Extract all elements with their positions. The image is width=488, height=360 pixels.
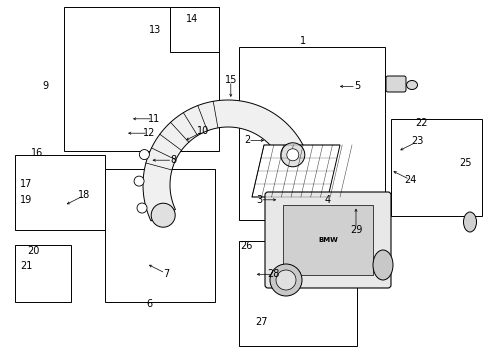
Bar — [15, 155, 105, 230]
Text: 12: 12 — [142, 128, 155, 138]
Text: 19: 19 — [20, 195, 32, 205]
Text: 16: 16 — [31, 148, 43, 158]
Text: 20: 20 — [27, 246, 40, 256]
Text: 9: 9 — [42, 81, 48, 91]
Text: 11: 11 — [147, 114, 160, 124]
Circle shape — [280, 143, 304, 167]
Circle shape — [134, 176, 144, 186]
Text: 3: 3 — [256, 195, 262, 205]
Text: 6: 6 — [146, 299, 152, 309]
Text: 29: 29 — [349, 225, 362, 235]
Bar — [105, 169, 215, 302]
FancyBboxPatch shape — [385, 76, 405, 92]
Bar — [170, 7, 219, 52]
Text: 10: 10 — [197, 126, 209, 136]
Text: 25: 25 — [458, 158, 471, 168]
Bar — [15, 245, 71, 302]
Bar — [63, 7, 219, 151]
Text: 8: 8 — [170, 155, 176, 165]
Text: 18: 18 — [78, 190, 90, 201]
Bar — [238, 241, 356, 346]
Bar — [390, 119, 481, 216]
Text: 21: 21 — [20, 261, 33, 271]
Text: 26: 26 — [239, 240, 252, 251]
Text: 27: 27 — [255, 317, 267, 327]
Text: 13: 13 — [149, 25, 162, 35]
Circle shape — [269, 264, 302, 296]
Ellipse shape — [372, 250, 392, 280]
Text: 17: 17 — [20, 179, 32, 189]
Text: 7: 7 — [163, 269, 169, 279]
Bar — [283, 205, 372, 275]
Ellipse shape — [406, 81, 417, 90]
Text: BMW: BMW — [317, 237, 337, 243]
Circle shape — [275, 270, 295, 290]
Text: 28: 28 — [267, 269, 280, 279]
Text: 5: 5 — [353, 81, 359, 91]
Text: 22: 22 — [414, 118, 427, 128]
Circle shape — [286, 149, 298, 161]
Text: 23: 23 — [410, 136, 423, 147]
Circle shape — [139, 149, 149, 159]
Polygon shape — [142, 100, 305, 221]
Text: 2: 2 — [244, 135, 249, 145]
Bar — [238, 47, 385, 220]
Circle shape — [137, 203, 147, 213]
Text: 4: 4 — [324, 195, 330, 205]
Circle shape — [151, 203, 175, 227]
Ellipse shape — [463, 212, 475, 232]
Text: 24: 24 — [404, 175, 416, 185]
Text: 14: 14 — [185, 14, 198, 24]
Polygon shape — [251, 145, 339, 197]
Text: 15: 15 — [224, 75, 237, 85]
FancyBboxPatch shape — [264, 192, 390, 288]
Text: 1: 1 — [300, 36, 305, 46]
